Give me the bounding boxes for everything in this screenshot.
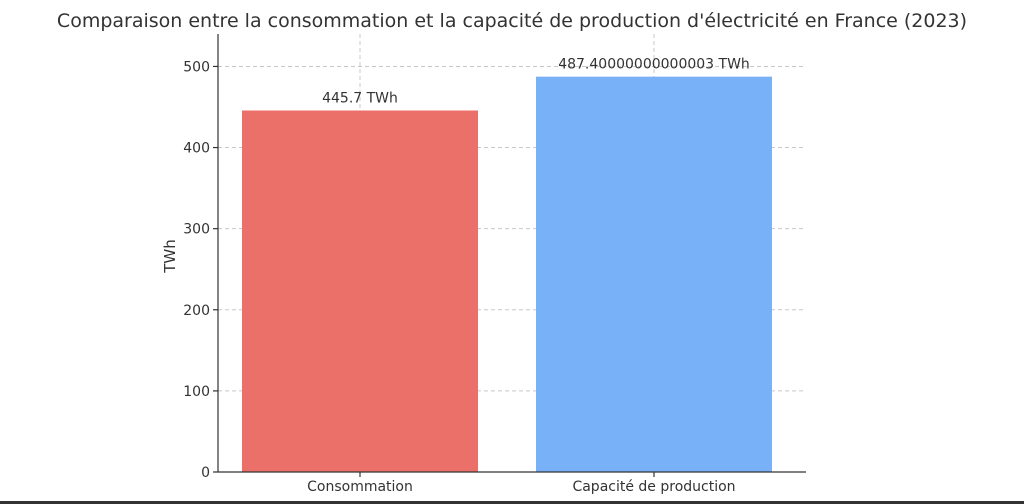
y-tick-label-200: 200 xyxy=(183,303,210,319)
y-axis-label: TWh xyxy=(161,239,179,274)
bars-layer xyxy=(242,76,772,473)
y-tick-label-500: 500 xyxy=(183,59,210,75)
bar-value-label-1: 487.40000000000003 TWh xyxy=(558,57,750,73)
bar-0 xyxy=(242,110,478,472)
x-tick-label-1: Capacité de production xyxy=(572,479,735,495)
y-tick-label-400: 400 xyxy=(183,141,210,157)
y-tick-label-100: 100 xyxy=(183,384,210,400)
bottom-border xyxy=(0,501,1024,504)
y-tick-label-300: 300 xyxy=(183,222,210,238)
axes-layer xyxy=(213,34,806,477)
bar-value-label-0: 445.7 TWh xyxy=(322,90,398,106)
bar-1 xyxy=(536,76,772,473)
y-tick-label-0: 0 xyxy=(201,465,210,481)
x-tick-label-0: Consommation xyxy=(307,479,413,495)
labels-layer: 0 100 200 300 400 500 Consommation Capacité de … xyxy=(183,57,750,495)
chart-title: Comparaison entre la consommation et la … xyxy=(57,10,967,32)
